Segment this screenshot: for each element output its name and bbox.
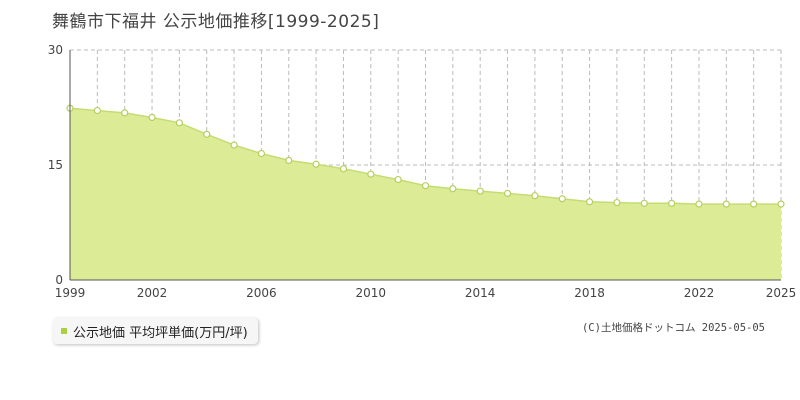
data-point <box>230 141 238 149</box>
data-point <box>175 119 183 127</box>
data-point <box>777 200 785 208</box>
data-point <box>339 165 348 173</box>
data-point <box>750 200 758 208</box>
data-point <box>585 198 594 206</box>
data-point <box>668 199 676 207</box>
data-point <box>285 156 293 164</box>
x-tick-label: 2022 <box>684 286 715 300</box>
legend: 公示地価 平均坪単価(万円/坪) <box>53 318 258 344</box>
data-point <box>203 130 211 138</box>
data-point <box>93 106 101 115</box>
data-point <box>394 175 402 184</box>
legend-label: 公示地価 平均坪単価(万円/坪) <box>73 325 248 341</box>
x-tick-label: 2006 <box>246 286 277 300</box>
data-point <box>421 182 430 190</box>
data-point <box>695 200 703 208</box>
y-tick-label: 0 <box>55 273 63 287</box>
data-point <box>148 113 156 122</box>
data-point <box>257 149 266 158</box>
legend-swatch <box>61 328 67 334</box>
y-tick-label: 15 <box>48 158 63 172</box>
area-fill <box>70 108 781 280</box>
x-tick-label: 2018 <box>574 286 605 300</box>
data-point <box>640 199 648 207</box>
data-point <box>121 109 129 117</box>
data-markers <box>66 104 785 208</box>
data-point <box>367 170 375 178</box>
x-tick-label: 2025 <box>766 286 797 300</box>
y-tick-label: 30 <box>48 43 63 57</box>
x-tick-label: 2002 <box>137 286 168 300</box>
data-point <box>558 195 566 203</box>
data-point <box>531 192 539 200</box>
x-tick-label: 1999 <box>55 286 86 300</box>
data-point <box>449 185 457 193</box>
data-point <box>312 160 320 168</box>
chart-title: 舞鶴市下福井 公示地価推移[1999-2025] <box>52 12 380 32</box>
data-point <box>722 200 730 208</box>
copyright: (C)土地価格ドットコム 2025-05-05 <box>581 322 765 334</box>
data-point <box>476 187 484 195</box>
data-point <box>503 189 512 197</box>
x-tick-label: 2010 <box>356 286 387 300</box>
tick-labels: 0 15 30 1999 2002 2006 2010 2014 2018 2022 2025 <box>48 43 797 300</box>
x-tick-label: 2014 <box>465 286 496 300</box>
data-point <box>613 198 621 207</box>
